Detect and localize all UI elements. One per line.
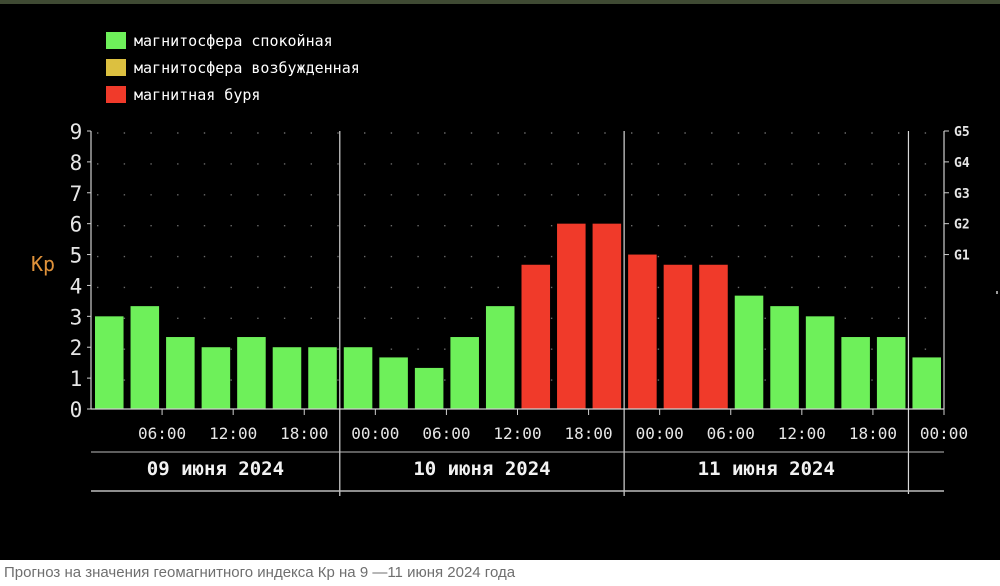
g-scale-label: G5 xyxy=(954,125,970,140)
kp-bar xyxy=(557,223,586,409)
x-tick-label: 12:00 xyxy=(778,424,826,443)
kp-bar xyxy=(130,306,160,409)
x-tick-label: 06:00 xyxy=(707,424,755,443)
legend-label: магнитосфера спокойная xyxy=(134,32,333,50)
y-tick-label: 9 xyxy=(70,120,83,144)
x-tick-label: 00:00 xyxy=(920,424,968,443)
date-label: 11 июня 2024 xyxy=(698,458,835,480)
figure-caption: Прогноз на значения геомагнитного индекс… xyxy=(4,564,516,581)
date-label: 09 июня 2024 xyxy=(147,458,284,480)
kp-bar xyxy=(521,264,551,409)
y-tick-label: 4 xyxy=(70,274,83,298)
y-axis-title: Kp xyxy=(31,252,55,276)
g-scale-label: G4 xyxy=(954,156,970,171)
g-scale-label: G3 xyxy=(954,187,970,202)
legend-label: магнитная буря xyxy=(134,86,260,104)
chart-panel: магнитосфера спокойная магнитосфера возбу… xyxy=(0,4,1000,560)
top-photo-strip xyxy=(0,0,1000,4)
x-tick-label: 06:00 xyxy=(138,424,186,443)
kp-bar xyxy=(379,357,408,409)
kp-bar xyxy=(663,264,693,409)
x-tick-label: 18:00 xyxy=(564,424,612,443)
y-tick-label: 8 xyxy=(70,151,83,175)
date-label: 10 июня 2024 xyxy=(413,458,550,480)
x-tick-label: 18:00 xyxy=(280,424,328,443)
kp-bar xyxy=(805,316,835,409)
kp-bar xyxy=(201,347,231,409)
kp-bar xyxy=(876,337,906,409)
kp-bar xyxy=(841,337,870,409)
x-tick-label: 12:00 xyxy=(493,424,541,443)
kp-bar xyxy=(912,357,941,409)
kp-bar xyxy=(237,337,266,409)
g-scale-label: G1 xyxy=(954,249,970,264)
y-tick-label: 7 xyxy=(70,182,83,206)
x-tick-label: 12:00 xyxy=(209,424,257,443)
y-tick-label: 1 xyxy=(70,367,83,391)
g-scale-label: G2 xyxy=(954,218,970,233)
x-tick-label: 00:00 xyxy=(351,424,399,443)
y-tick-label: 2 xyxy=(70,336,83,360)
kp-bar xyxy=(272,347,302,409)
kp-bar xyxy=(699,264,728,409)
y-tick-label: 0 xyxy=(70,398,83,422)
y-tick-label: 6 xyxy=(70,213,83,237)
kp-bar xyxy=(166,337,195,409)
legend-swatch xyxy=(106,32,126,49)
legend-swatch xyxy=(106,86,126,103)
kp-bar xyxy=(592,223,622,409)
kp-bar xyxy=(770,306,799,409)
kp-bar xyxy=(450,337,479,409)
kp-bar xyxy=(95,316,124,409)
kp-bar xyxy=(628,254,657,409)
x-tick-label: 00:00 xyxy=(636,424,684,443)
kp-bar xyxy=(308,347,337,409)
legend-label: магнитосфера возбужденная xyxy=(134,59,360,77)
y-tick-label: 5 xyxy=(70,244,83,268)
y-tick-label: 3 xyxy=(70,305,83,329)
kp-bar xyxy=(485,306,515,409)
x-tick-label: 18:00 xyxy=(849,424,897,443)
legend-swatch xyxy=(106,59,126,76)
kp-bar xyxy=(734,295,764,409)
kp-bar xyxy=(414,367,444,409)
edge-mark xyxy=(996,291,998,294)
kp-bar xyxy=(343,347,373,409)
kp-chart: магнитосфера спокойная магнитосфера возбу… xyxy=(31,32,998,496)
x-tick-label: 06:00 xyxy=(422,424,470,443)
